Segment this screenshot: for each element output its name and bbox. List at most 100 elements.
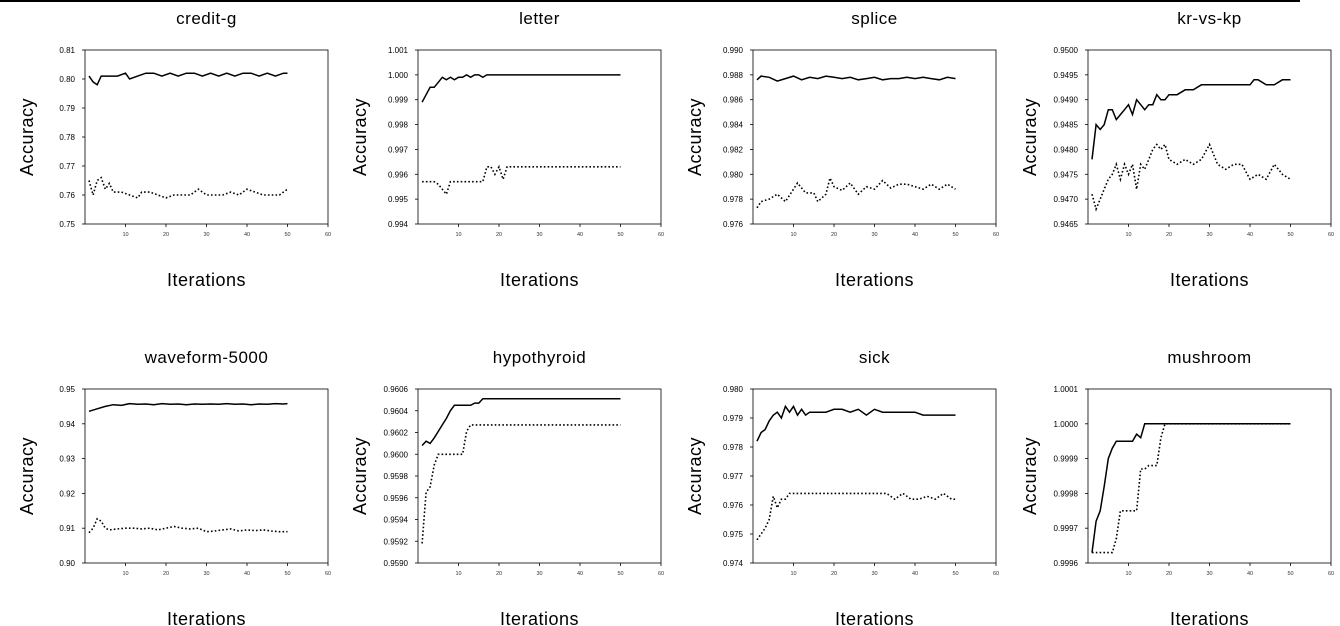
plot-area [417, 388, 662, 564]
x-tick-label: 50 [952, 232, 958, 238]
series-line-solid [1091, 423, 1291, 553]
x-axis-label: Iterations [835, 609, 914, 626]
plot-area [1087, 388, 1332, 564]
x-tick-label: 50 [1287, 571, 1293, 577]
y-tick-label: 0.980 [723, 385, 744, 394]
x-tick-label: 40 [912, 232, 918, 238]
x-axis-label: Iterations [500, 609, 579, 626]
plot-area [752, 49, 997, 225]
y-tick-label: 0.92 [59, 489, 75, 498]
chart-title: splice [851, 9, 897, 28]
y-tick-label: 1.0000 [1054, 420, 1079, 429]
x-tick-label: 10 [122, 232, 128, 238]
x-tick-label: 10 [1125, 232, 1131, 238]
x-tick-label: 20 [163, 571, 169, 577]
y-tick-label: 0.997 [388, 145, 409, 154]
y-tick-label: 1.000 [388, 71, 409, 80]
y-tick-label: 0.9600 [384, 450, 409, 459]
chart-panel-waveform-5000: waveform-5000 0.90 0.91 0.92 0.93 0.94 0.95 10 2… [17, 348, 331, 626]
x-tick-label: 30 [536, 571, 542, 577]
x-tick-label: 60 [1328, 232, 1334, 238]
y-axis-label: Accuracy [17, 98, 37, 176]
chart-title: waveform-5000 [144, 348, 269, 367]
series-line-dotted [756, 492, 956, 541]
x-tick-label: 50 [284, 232, 290, 238]
chart-title: kr-vs-kp [1177, 9, 1241, 28]
plot-area [417, 49, 662, 225]
y-tick-label: 0.979 [723, 414, 744, 423]
y-tick-label: 0.9495 [1054, 71, 1079, 80]
x-tick-label: 30 [871, 571, 877, 577]
x-tick-label: 50 [284, 571, 290, 577]
chart-title: credit-g [176, 9, 237, 28]
y-axis-label: Accuracy [350, 437, 370, 515]
x-tick-label: 60 [325, 232, 331, 238]
y-tick-label: 0.995 [388, 195, 409, 204]
y-tick-label: 0.976 [723, 501, 744, 510]
x-tick-label: 20 [831, 232, 837, 238]
chart-panel-kr-vs-kp: kr-vs-kp 0.9465 0.9470 0.9475 0.9480 0.9485 0.… [1020, 9, 1334, 290]
series-line-dotted [756, 175, 956, 209]
x-tick-label: 60 [993, 571, 999, 577]
y-tick-label: 0.75 [59, 220, 75, 229]
x-tick-label: 40 [244, 232, 250, 238]
y-tick-label: 0.9475 [1054, 170, 1079, 179]
y-axis-label: Accuracy [350, 98, 370, 176]
chart-title: hypothyroid [493, 348, 586, 367]
y-axis-label: Accuracy [1020, 98, 1040, 176]
x-tick-label: 30 [1206, 232, 1212, 238]
series-line-dotted [421, 424, 621, 544]
chart-panel-mushroom: mushroom 0.9996 0.9997 0.9998 0.9999 1.0000 1.… [1020, 348, 1334, 626]
y-tick-label: 0.9997 [1054, 524, 1079, 533]
series-line-dotted [1091, 142, 1291, 212]
series-line-solid [1091, 79, 1291, 160]
y-tick-label: 0.78 [59, 133, 75, 142]
y-tick-label: 0.9606 [384, 385, 409, 394]
y-tick-label: 0.996 [388, 170, 409, 179]
x-tick-label: 10 [790, 571, 796, 577]
chart-title: mushroom [1167, 348, 1251, 367]
y-tick-label: 0.9480 [1054, 145, 1079, 154]
x-axis-label: Iterations [500, 270, 579, 290]
chart-panel-hypothyroid: hypothyroid 0.9590 0.9592 0.9594 0.9596 0.959… [350, 348, 664, 626]
y-tick-label: 0.978 [723, 443, 744, 452]
plot-area [1087, 49, 1332, 225]
series-line-solid [421, 398, 621, 447]
y-tick-label: 1.0001 [1054, 385, 1079, 394]
x-tick-label: 30 [871, 232, 877, 238]
y-tick-label: 0.982 [723, 145, 744, 154]
chart-panel-letter: letter 0.994 0.995 0.996 0.997 0.998 0.999 1.00… [350, 9, 664, 290]
y-tick-label: 0.9996 [1054, 559, 1079, 568]
x-tick-label: 20 [496, 571, 502, 577]
y-tick-label: 0.975 [723, 530, 744, 539]
x-tick-label: 50 [952, 571, 958, 577]
y-tick-label: 0.9465 [1054, 220, 1079, 229]
x-tick-label: 40 [577, 571, 583, 577]
y-tick-label: 0.76 [59, 191, 75, 200]
x-tick-label: 30 [203, 232, 209, 238]
chart-panel-splice: splice 0.976 0.978 0.980 0.982 0.984 0.986 0.98… [685, 9, 999, 290]
y-tick-label: 0.9594 [384, 516, 409, 525]
y-tick-label: 0.9592 [384, 537, 409, 546]
x-axis-label: Iterations [835, 270, 914, 290]
x-tick-label: 10 [1125, 571, 1131, 577]
y-tick-label: 0.94 [59, 420, 75, 429]
chart-title: letter [519, 9, 560, 28]
x-tick-label: 40 [577, 232, 583, 238]
y-tick-label: 0.977 [723, 472, 744, 481]
plot-area [84, 388, 329, 564]
series-line-dotted [88, 517, 288, 534]
y-axis-label: Accuracy [1020, 437, 1040, 515]
x-tick-label: 40 [244, 571, 250, 577]
x-tick-label: 50 [1287, 232, 1293, 238]
x-tick-label: 40 [1247, 232, 1253, 238]
series-line-solid [756, 404, 956, 442]
x-tick-label: 50 [617, 571, 623, 577]
y-tick-label: 0.974 [723, 559, 744, 568]
y-tick-label: 0.984 [723, 121, 744, 130]
x-tick-label: 60 [993, 232, 999, 238]
y-tick-label: 0.988 [723, 71, 744, 80]
y-tick-label: 0.95 [59, 385, 75, 394]
x-tick-label: 10 [790, 232, 796, 238]
